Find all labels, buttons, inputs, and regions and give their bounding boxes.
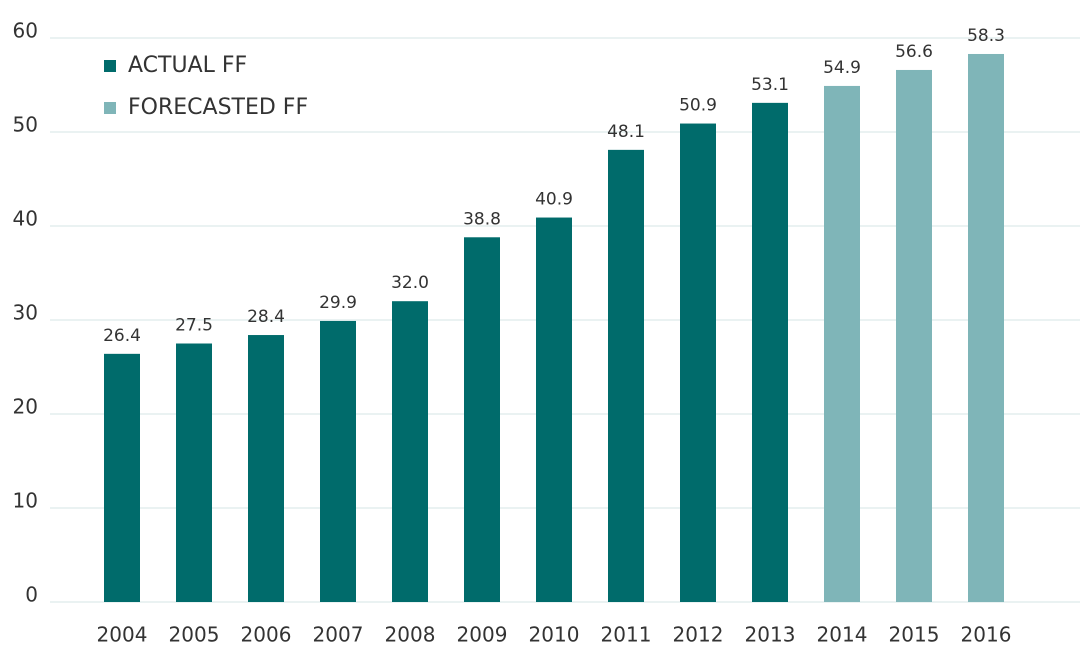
x-tick-label: 2007 <box>313 623 364 647</box>
data-label: 27.5 <box>175 316 213 336</box>
data-label: 48.1 <box>607 122 645 142</box>
bar <box>752 102 788 603</box>
x-tick-label: 2013 <box>745 623 796 647</box>
x-tick-label: 2012 <box>673 623 724 647</box>
legend-swatch <box>104 102 116 114</box>
data-label: 38.8 <box>463 209 501 229</box>
data-label: 32.0 <box>391 273 429 293</box>
legend-label: FORECASTED FF <box>128 95 308 120</box>
data-label: 54.9 <box>823 58 861 78</box>
data-label: 50.9 <box>679 96 717 116</box>
bar <box>320 320 356 602</box>
data-label: 29.9 <box>319 293 357 313</box>
data-label: 56.6 <box>895 42 933 62</box>
y-tick-label: 60 <box>13 19 38 43</box>
y-tick-label: 20 <box>13 395 38 419</box>
x-tick-label: 2010 <box>529 623 580 647</box>
y-tick-label: 10 <box>13 489 38 513</box>
y-tick-label: 50 <box>13 113 38 137</box>
bar <box>104 353 140 602</box>
y-tick-label: 30 <box>13 301 38 325</box>
x-tick-label: 2011 <box>601 623 652 647</box>
bar <box>824 85 860 602</box>
data-label: 28.4 <box>247 307 285 327</box>
bar <box>176 343 212 602</box>
x-tick-label: 2015 <box>889 623 940 647</box>
x-tick-label: 2004 <box>97 623 148 647</box>
x-tick-label: 2006 <box>241 623 292 647</box>
data-label: 58.3 <box>967 26 1005 46</box>
bar <box>968 53 1004 603</box>
bar <box>608 149 644 603</box>
bar <box>536 217 572 603</box>
x-tick-label: 2016 <box>961 623 1012 647</box>
data-label: 53.1 <box>751 75 789 95</box>
legend-swatch <box>104 60 116 72</box>
x-tick-label: 2009 <box>457 623 508 647</box>
data-label: 40.9 <box>535 190 573 210</box>
bar <box>248 335 284 602</box>
bar <box>464 237 500 602</box>
x-tick-label: 2005 <box>169 623 220 647</box>
x-tick-label: 2014 <box>817 623 868 647</box>
data-label: 26.4 <box>103 326 141 346</box>
bar <box>392 301 428 602</box>
bar <box>896 69 932 602</box>
legend-label: ACTUAL FF <box>128 53 247 78</box>
y-tick-label: 40 <box>13 207 38 231</box>
y-tick-label: 0 <box>25 583 38 607</box>
bar <box>680 123 716 602</box>
x-tick-label: 2008 <box>385 623 436 647</box>
